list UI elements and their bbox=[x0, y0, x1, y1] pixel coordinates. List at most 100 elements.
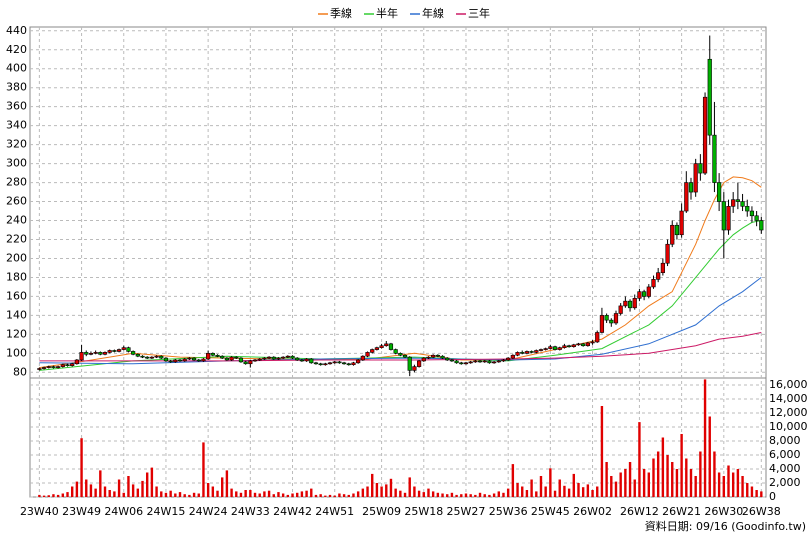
volume-bar bbox=[671, 462, 674, 497]
volume-bar bbox=[164, 492, 168, 497]
volume-bar bbox=[703, 379, 707, 497]
candle-body bbox=[131, 351, 136, 355]
x-tick-label: 26W02 bbox=[573, 505, 612, 518]
volume-bar bbox=[624, 469, 627, 497]
candle-body bbox=[421, 357, 426, 362]
candle-body bbox=[88, 353, 94, 355]
candle-body bbox=[309, 358, 314, 364]
candle-body bbox=[41, 367, 47, 369]
volume-bar bbox=[281, 493, 285, 497]
candle-body bbox=[702, 96, 708, 174]
volume-bar bbox=[85, 479, 88, 497]
candle-body bbox=[84, 352, 89, 355]
candle-body bbox=[543, 348, 548, 350]
volume-bar bbox=[80, 438, 83, 497]
volume-bar bbox=[127, 476, 130, 497]
volume-bar bbox=[652, 458, 655, 497]
volume-bar bbox=[117, 479, 121, 497]
volume-bar bbox=[614, 481, 618, 497]
candle-body bbox=[149, 356, 154, 359]
candle-body bbox=[276, 357, 281, 360]
footer-note: 資料日期: 09/16 (Goodinfo.tw) bbox=[645, 519, 806, 533]
volume-bar bbox=[89, 484, 93, 497]
candle-body bbox=[299, 359, 304, 362]
volume-bar bbox=[347, 494, 350, 497]
x-tick-label: 25W09 bbox=[362, 505, 401, 518]
volume-bar bbox=[600, 406, 604, 497]
volume-bar bbox=[563, 485, 566, 497]
candle-body bbox=[93, 352, 98, 354]
y-tick-label: 120 bbox=[6, 327, 27, 340]
volume-bar bbox=[619, 472, 622, 497]
candle-body bbox=[590, 341, 595, 344]
y-tick-label: 440 bbox=[6, 24, 27, 37]
volume-bar bbox=[267, 490, 271, 497]
candle-body bbox=[627, 300, 633, 309]
volume-bar bbox=[99, 470, 102, 497]
volume-bar bbox=[408, 477, 411, 497]
volume-bar bbox=[596, 486, 599, 497]
candle-body bbox=[327, 362, 333, 365]
candle-body bbox=[585, 342, 590, 347]
volume-bar bbox=[183, 494, 186, 497]
y-tick-label: 400 bbox=[6, 62, 27, 75]
candle-body bbox=[721, 201, 726, 231]
candle-body bbox=[407, 356, 412, 371]
volume-bar bbox=[549, 468, 552, 497]
volume-bar bbox=[319, 494, 322, 497]
volume-bar bbox=[478, 492, 482, 497]
volume-bar bbox=[206, 483, 210, 497]
candle-body bbox=[449, 359, 455, 362]
volume-bar bbox=[305, 490, 308, 497]
volume-bar bbox=[441, 493, 444, 497]
volume-bar bbox=[694, 476, 697, 497]
candle-body bbox=[206, 353, 211, 360]
candle-body bbox=[356, 359, 361, 364]
volume-bar bbox=[760, 491, 763, 497]
volume-bar bbox=[436, 492, 440, 497]
volume-bar bbox=[511, 464, 515, 497]
volume-bar bbox=[586, 484, 590, 497]
volume-bar bbox=[431, 491, 435, 497]
y-tick-label: 240 bbox=[6, 214, 27, 227]
volume-bar bbox=[656, 451, 660, 497]
candle-body bbox=[506, 357, 511, 361]
volume-bar bbox=[375, 483, 379, 497]
candle-body bbox=[426, 356, 431, 359]
volume-bar bbox=[460, 494, 463, 497]
volume-bar bbox=[296, 492, 299, 497]
x-tick-label: 24W42 bbox=[273, 505, 312, 518]
volume-bar bbox=[202, 442, 205, 497]
candle-body bbox=[126, 347, 131, 352]
y2-tick-label: 14,000 bbox=[769, 392, 808, 405]
volume-bar bbox=[389, 478, 393, 497]
candle-body bbox=[337, 361, 342, 364]
candle-body bbox=[534, 350, 539, 353]
volume-bar bbox=[464, 493, 468, 497]
volume-bar bbox=[310, 488, 313, 497]
candle-body bbox=[220, 355, 225, 359]
volume-bar bbox=[272, 494, 275, 497]
volume-bar bbox=[371, 473, 374, 497]
candle-body bbox=[257, 358, 262, 361]
volume-bar bbox=[717, 472, 721, 497]
legend-label: 三年 bbox=[468, 6, 490, 20]
candle-body bbox=[646, 286, 651, 297]
volume-bar bbox=[216, 490, 219, 497]
volume-bar bbox=[188, 494, 191, 497]
x-tick-label: 26W30 bbox=[704, 505, 743, 518]
candle-body bbox=[599, 315, 605, 333]
volume-bar bbox=[361, 488, 365, 497]
y2-tick-label: 10,000 bbox=[769, 420, 808, 433]
candle-body bbox=[416, 360, 422, 367]
y-tick-label: 260 bbox=[6, 195, 27, 208]
x-tick-label: 25W45 bbox=[531, 505, 570, 518]
x-tick-label: 26W38 bbox=[742, 505, 781, 518]
ma-line bbox=[39, 220, 762, 371]
candle-body bbox=[567, 345, 572, 348]
candle-body bbox=[360, 355, 365, 361]
volume-bar bbox=[324, 495, 327, 497]
candle-body bbox=[154, 355, 159, 358]
candle-body bbox=[445, 357, 450, 361]
volume-bar bbox=[746, 483, 749, 497]
